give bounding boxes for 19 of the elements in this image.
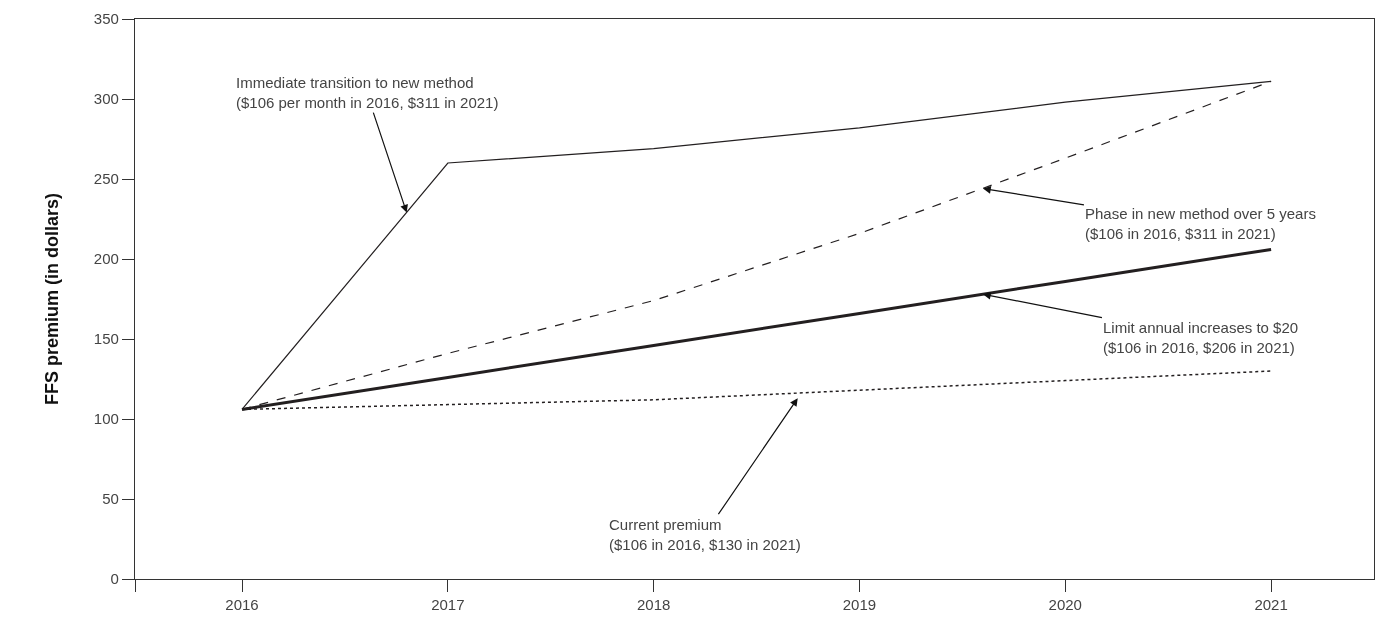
annotation: Limit annual increases to $20 ($106 in 2016, $206 in 2021) [1103,319,1299,356]
y-tick-label: 200 [93,250,119,268]
x-tick-label: 2021 [1254,596,1288,614]
y-axis-title: FFS premium (in dollars) [42,192,63,406]
y-tick-label: 50 [102,490,119,508]
y-tick-label: 100 [93,410,119,428]
y-tick-label: 250 [93,170,119,188]
x-tick-label: 2020 [1048,596,1082,614]
annotation: Immediate transition to new method ($106 per month in 2016, $311 in 2021) [236,74,499,111]
y-tick-label: 300 [93,90,119,108]
y-tick-label: 0 [110,570,119,588]
x-tick-label: 2019 [842,596,877,614]
annotation: Current premium ($106 in 2016, $130 in 2021) [609,516,801,553]
y-tick-label: 150 [93,330,119,348]
annotation: Phase in new method over 5 years ($106 in 2016, $311 in 2021) [1085,205,1316,242]
x-tick-label: 2016 [225,596,259,614]
x-tick-label: 2017 [431,596,465,614]
y-tick-label: 350 [93,10,119,28]
x-tick-label: 2018 [636,596,671,614]
